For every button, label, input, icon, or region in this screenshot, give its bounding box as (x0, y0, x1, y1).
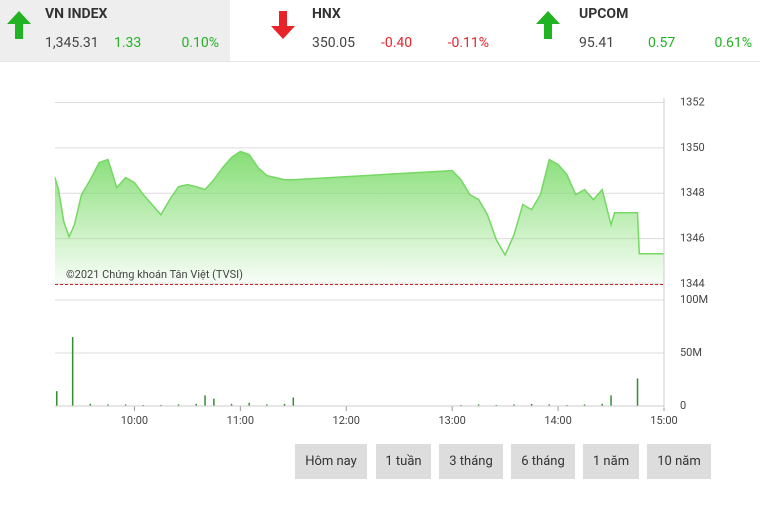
y-tick-label: 1344 (680, 277, 705, 290)
x-tick-label: 15:00 (650, 414, 677, 427)
arrow-shape (7, 11, 31, 39)
index-change: -0.40 (381, 35, 413, 51)
index-name: HNX (312, 6, 341, 22)
y-tick-label: 1352 (680, 95, 705, 108)
volume-bar (195, 403, 197, 406)
volume-bar (89, 403, 92, 406)
volume-bar (107, 404, 109, 406)
volume-bar (56, 391, 58, 406)
volume-bar (230, 403, 233, 406)
volume-bar (460, 404, 462, 406)
index-value: 1,345.31 (45, 35, 99, 51)
trend-arrow (536, 11, 560, 39)
y-tick-label: 1346 (680, 232, 705, 245)
volume-bar (177, 404, 180, 406)
y-tick-label: 1350 (680, 141, 705, 154)
index-cell[interactable]: VN INDEX 1,345.31 1.33 0.10% (0, 0, 230, 62)
y-tick-label: 1348 (680, 186, 705, 199)
volume-bar (566, 404, 568, 406)
x-tick-label: 14:00 (544, 414, 571, 427)
volume-bar (160, 404, 162, 406)
volume-bar (477, 404, 480, 406)
y-tick-label: 0 (680, 399, 686, 412)
volume-bar (610, 395, 612, 406)
index-cell[interactable]: HNX 350.05 -0.40 -0.11% (268, 0, 496, 62)
volume-bar (292, 397, 295, 406)
y-tick-label: 50M (680, 346, 702, 359)
x-tick-label: 10:00 (121, 414, 148, 427)
range-button[interactable]: 3 tháng (439, 444, 503, 479)
range-button[interactable]: Hôm nay (295, 444, 367, 479)
index-name: VN INDEX (45, 6, 108, 22)
watermark: ©2021 Chứng khoán Tân Việt (TVSI) (66, 268, 243, 281)
volume-bar (142, 404, 145, 406)
index-change: 1.33 (114, 35, 142, 51)
volume-bar (204, 395, 206, 406)
chart: 1344 1346 1348 1350 1352 ©2021 Chứng khoán Tâ… (54, 95, 708, 427)
index-value: 95.41 (579, 35, 615, 51)
x-tick-label: 11:00 (227, 414, 254, 427)
range-button[interactable]: 1 tuần (376, 444, 431, 479)
volume-bar (283, 403, 286, 406)
volume-bar (266, 404, 268, 406)
volume-bar (71, 337, 74, 406)
trend-arrow (271, 11, 295, 39)
index-change: 0.57 (648, 35, 676, 51)
arrow-shape (271, 11, 295, 39)
volume-bar (513, 404, 515, 406)
index-value: 350.05 (312, 35, 356, 51)
volume-bar (495, 404, 498, 406)
arrow-shape (536, 11, 560, 39)
volume-bar (530, 403, 533, 406)
divider (0, 61, 760, 62)
index-cell[interactable]: UPCOM 95.41 0.57 0.61% (535, 0, 760, 62)
volume-bar (601, 403, 603, 406)
range-button[interactable]: 10 năm (647, 444, 711, 479)
trend-arrow (7, 11, 31, 39)
volume-bar (124, 404, 127, 406)
x-tick-label: 12:00 (333, 414, 360, 427)
index-name: UPCOM (579, 6, 629, 22)
index-percent: 0.61% (714, 35, 752, 51)
range-button[interactable]: 1 năm (583, 444, 639, 479)
price-line (54, 150, 664, 257)
y-tick-label: 100M (680, 293, 708, 306)
volume-bar (548, 404, 551, 406)
index-percent: 0.10% (181, 35, 219, 51)
volume-bar (248, 402, 250, 406)
volume-bar (213, 398, 215, 406)
index-percent: -0.11% (447, 35, 489, 51)
volume-bar (636, 378, 639, 406)
volume-bar (583, 404, 586, 406)
range-button[interactable]: 6 tháng (511, 444, 575, 479)
price-area (55, 151, 664, 284)
x-tick-label: 13:00 (438, 414, 465, 427)
